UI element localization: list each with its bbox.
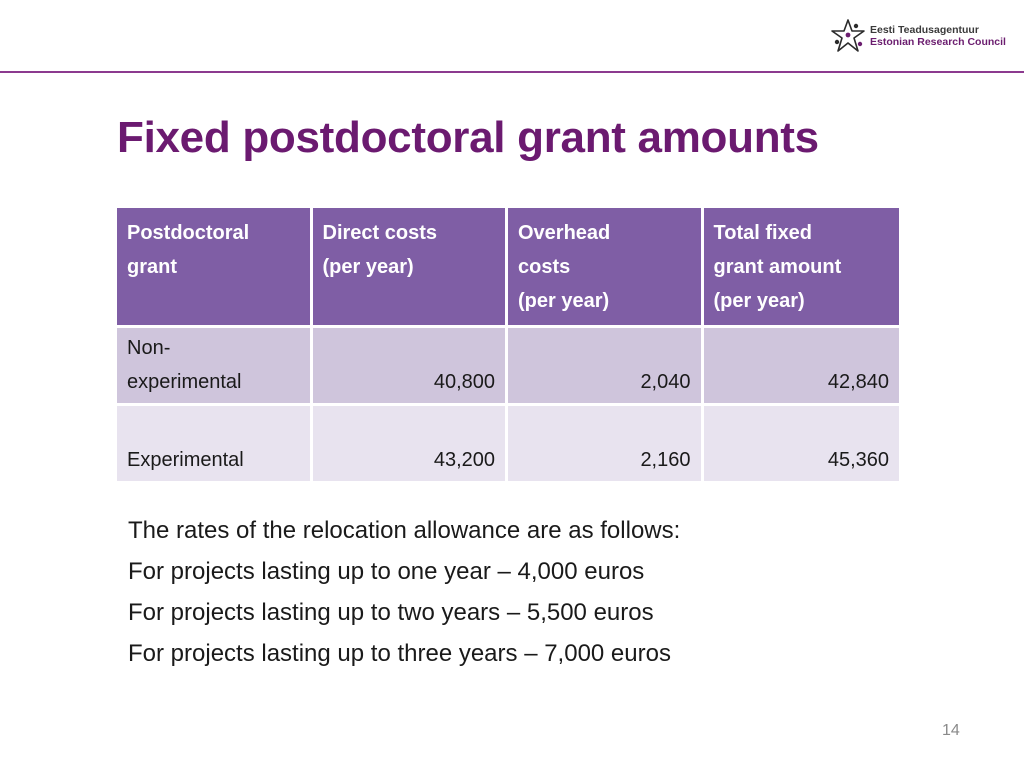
header-line: Overhead — [518, 222, 611, 244]
header-divider — [0, 71, 1024, 73]
row-label-line: Non- — [127, 337, 171, 359]
header-line: (per year) — [713, 290, 805, 312]
header-line: Postdoctoral — [127, 222, 250, 244]
note-line: For projects lasting up to one year – 4,… — [128, 558, 645, 585]
direct-costs-cell: 43,200 — [312, 406, 508, 484]
overhead-costs-cell: 2,040 — [508, 328, 704, 406]
direct-costs-cell: 40,800 — [312, 328, 508, 406]
logo-name-english: Estonian Research Council — [870, 36, 1006, 48]
logo-name-estonian: Eesti Teadusagentuur — [870, 24, 979, 36]
note-line: For projects lasting up to three years –… — [128, 640, 671, 667]
header-postdoctoral-grant: Postdoctoral grant — [117, 208, 313, 328]
row-label-line: Experimental — [127, 449, 244, 471]
header-total-fixed-amount: Total fixed grant amount (per year) — [703, 208, 899, 328]
estonian-research-council-logo: Eesti Teadusagentuur Estonian Research C… — [830, 18, 1010, 58]
relocation-allowance-notes: The rates of the relocation allowance ar… — [128, 510, 680, 674]
header-line: Total fixed — [713, 222, 813, 244]
overhead-costs-cell: 2,160 — [508, 406, 704, 484]
header-line: grant — [127, 256, 177, 278]
total-amount-cell: 45,360 — [703, 406, 899, 484]
row-label: Non- experimental — [117, 328, 313, 406]
total-amount-cell: 42,840 — [703, 328, 899, 406]
header-overhead-costs: Overhead costs (per year) — [508, 208, 704, 328]
header-direct-costs: Direct costs (per year) — [312, 208, 508, 328]
row-label: Experimental — [117, 406, 313, 484]
page-number: 14 — [942, 722, 960, 739]
header-line: (per year) — [322, 256, 414, 278]
header-line: Direct costs — [322, 222, 438, 244]
slide-title: Fixed postdoctoral grant amounts — [117, 113, 819, 162]
header-line: (per year) — [518, 290, 610, 312]
grant-amounts-table: Postdoctoral grant Direct costs (per yea… — [117, 208, 899, 484]
table-row-experimental: Experimental 43,200 2,160 45,360 — [117, 406, 899, 484]
row-label-line: experimental — [127, 371, 242, 393]
table-header-row: Postdoctoral grant Direct costs (per yea… — [117, 208, 899, 328]
note-line: The rates of the relocation allowance ar… — [128, 517, 681, 544]
header-line: costs — [518, 256, 571, 278]
note-line: For projects lasting up to two years – 5… — [128, 599, 654, 626]
table-row-non-experimental: Non- experimental 40,800 2,040 42,840 — [117, 328, 899, 406]
logo-star-icon — [831, 19, 865, 52]
logo-text: Eesti Teadusagentuur Estonian Research C… — [870, 24, 1006, 48]
header-line: grant amount — [713, 256, 842, 278]
